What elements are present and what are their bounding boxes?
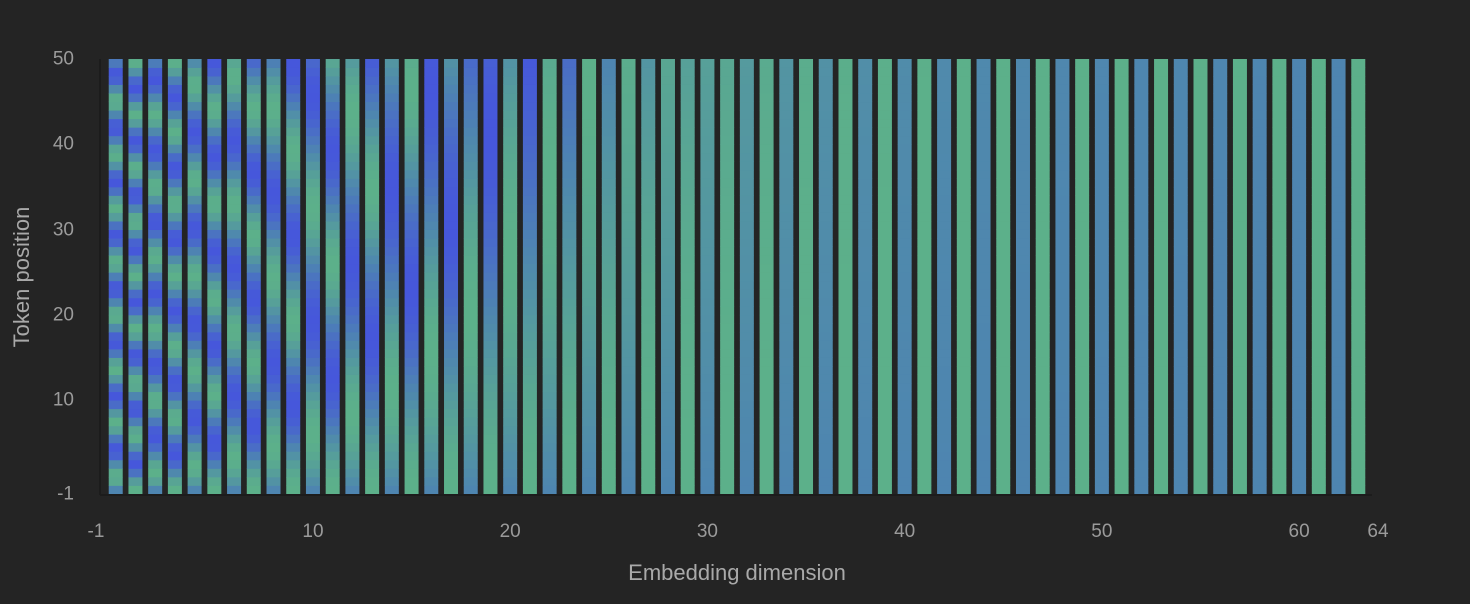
x-tick-label: -1 bbox=[87, 521, 105, 542]
heatmap-column-dim-59 bbox=[1272, 59, 1287, 495]
heatmap-column-dim-30 bbox=[700, 59, 715, 495]
heatmap-column-dim-14 bbox=[384, 59, 399, 495]
heatmap-column-dim-40 bbox=[897, 59, 912, 495]
heatmap-column-dim-51 bbox=[1114, 59, 1129, 495]
x-tick-label: 40 bbox=[894, 521, 916, 542]
heatmap-column-dim-45 bbox=[996, 59, 1011, 495]
heatmap-column-dim-6 bbox=[227, 59, 242, 495]
heatmap-column-dim-34 bbox=[779, 59, 794, 495]
heatmap-column-dim-31 bbox=[720, 59, 735, 495]
x-tick-label: 20 bbox=[499, 521, 521, 542]
heatmap-column-dim-37 bbox=[838, 59, 853, 495]
y-tick-label: 30 bbox=[52, 219, 74, 241]
x-tick-label: 60 bbox=[1288, 521, 1310, 542]
heatmap-column-dim-60 bbox=[1292, 59, 1307, 495]
heatmap-column-dim-55 bbox=[1193, 59, 1208, 495]
heatmap-column-dim-3 bbox=[167, 59, 182, 495]
heatmap-column-dim-15 bbox=[404, 59, 419, 495]
heatmap-column-dim-8 bbox=[266, 59, 281, 495]
heatmap-column-dim-13 bbox=[365, 59, 380, 495]
heatmap-column-dim-10 bbox=[305, 59, 320, 495]
y-tick-label: 40 bbox=[52, 133, 74, 155]
heatmap-column-dim-18 bbox=[463, 59, 478, 495]
heatmap-column-dim-53 bbox=[1154, 59, 1169, 495]
heatmap-column-dim-23 bbox=[562, 59, 577, 495]
heatmap-column-dim-2 bbox=[148, 59, 163, 495]
heatmap-column-dim-56 bbox=[1213, 59, 1228, 495]
heatmap-column-dim-25 bbox=[601, 59, 616, 495]
heatmap-column-dim-20 bbox=[503, 59, 518, 495]
heatmap-column-dim-41 bbox=[917, 59, 932, 495]
x-tick-label: 64 bbox=[1367, 521, 1389, 542]
heatmap-column-dim-36 bbox=[818, 59, 833, 495]
y-tick-label: -1 bbox=[57, 483, 74, 505]
heatmap-column-dim-43 bbox=[956, 59, 971, 495]
heatmap-column-dim-47 bbox=[1035, 59, 1050, 495]
heatmap-column-dim-46 bbox=[1015, 59, 1030, 495]
heatmap-column-dim-39 bbox=[877, 59, 892, 495]
heatmap-column-dim-62 bbox=[1331, 59, 1346, 495]
heatmap-column-dim-50 bbox=[1094, 59, 1109, 495]
heatmap-column-dim-0 bbox=[108, 59, 123, 495]
heatmap-column-dim-52 bbox=[1134, 59, 1149, 495]
heatmap-column-dim-35 bbox=[799, 59, 814, 495]
heatmap-column-dim-57 bbox=[1232, 59, 1247, 495]
heatmap-column-dim-27 bbox=[641, 59, 656, 495]
heatmap-column-dim-44 bbox=[976, 59, 991, 495]
heatmap-column-dim-11 bbox=[325, 59, 340, 495]
y-tick-label: 10 bbox=[52, 389, 74, 411]
heatmap-column-dim-26 bbox=[621, 59, 636, 495]
heatmap-column-dim-58 bbox=[1252, 59, 1267, 495]
y-tick-label: 50 bbox=[52, 48, 74, 70]
heatmap-column-dim-48 bbox=[1055, 59, 1070, 495]
heatmap-column-dim-9 bbox=[286, 59, 301, 495]
heatmap-column-dim-21 bbox=[522, 59, 537, 495]
heatmap-column-dim-49 bbox=[1075, 59, 1090, 495]
y-tick-label: 20 bbox=[52, 304, 74, 326]
heatmap-column-dim-63 bbox=[1351, 59, 1366, 495]
heatmap-column-dim-28 bbox=[660, 59, 675, 495]
heatmap-column-dim-5 bbox=[207, 59, 222, 495]
heatmap-column-dim-54 bbox=[1173, 59, 1188, 495]
heatmap-column-dim-33 bbox=[759, 59, 774, 495]
heatmap-column-dim-22 bbox=[542, 59, 557, 495]
x-tick-label: 50 bbox=[1091, 521, 1113, 542]
x-tick-label: 30 bbox=[696, 521, 718, 542]
heatmap-column-dim-7 bbox=[246, 59, 261, 495]
heatmap-column-dim-29 bbox=[680, 59, 695, 495]
heatmap-column-dim-4 bbox=[187, 59, 202, 495]
heatmap-column-dim-24 bbox=[582, 59, 597, 495]
heatmap-column-dim-42 bbox=[937, 59, 952, 495]
heatmap-column-dim-16 bbox=[424, 59, 439, 495]
heatmap-column-dim-61 bbox=[1311, 59, 1326, 495]
heatmap-column-dim-32 bbox=[739, 59, 754, 495]
heatmap-column-dim-38 bbox=[858, 59, 873, 495]
x-axis-label: Embedding dimension bbox=[628, 560, 846, 585]
heatmap-column-dim-19 bbox=[483, 59, 498, 495]
heatmap-column-dim-17 bbox=[444, 59, 459, 495]
heatmap-column-dim-1 bbox=[128, 59, 143, 495]
heatmap-column-dim-12 bbox=[345, 59, 360, 495]
x-tick-label: 10 bbox=[302, 521, 324, 542]
